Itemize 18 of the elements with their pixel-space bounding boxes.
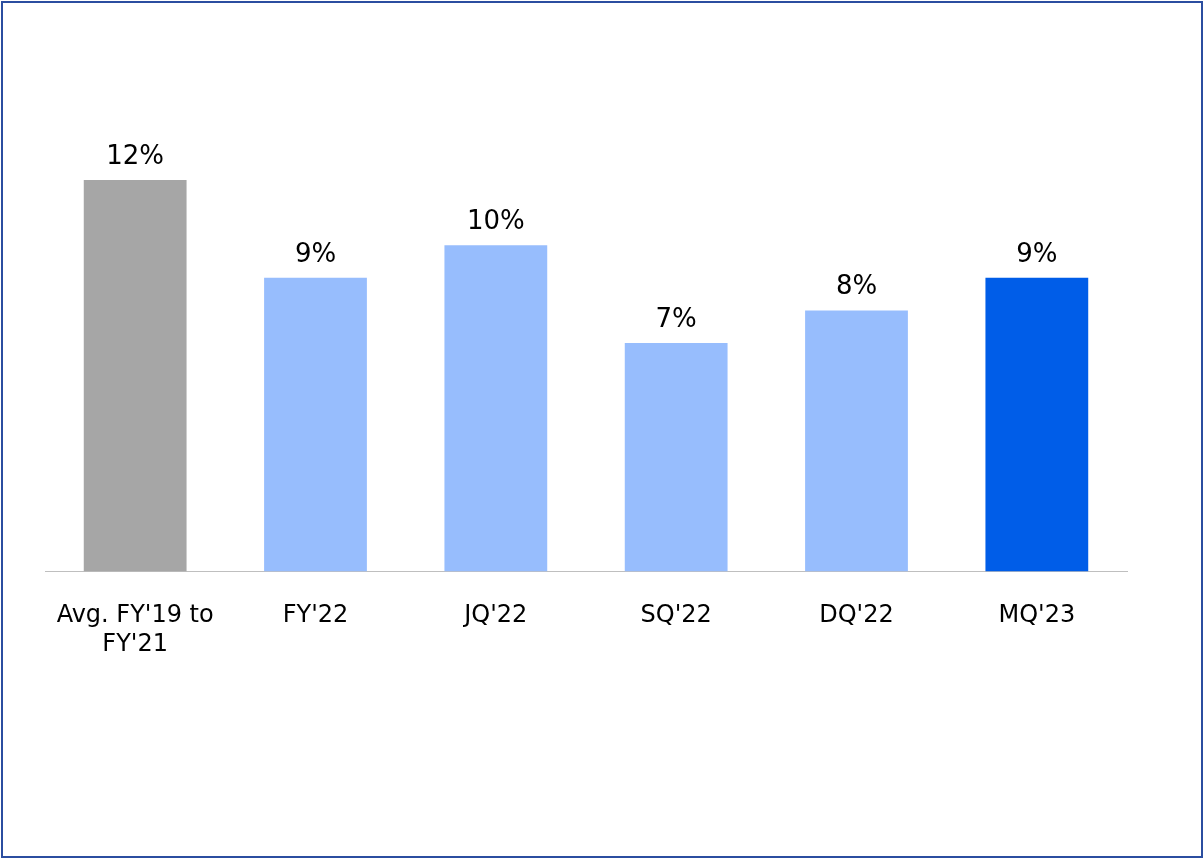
data-label: 9% (1016, 237, 1058, 268)
data-label: 8% (835, 270, 878, 301)
x-tick-label: FY'22 (282, 600, 349, 629)
data-label: 12% (106, 139, 165, 170)
data-label: 10% (466, 204, 525, 235)
bar (444, 245, 548, 572)
x-tick-label: DQ'22 (819, 600, 894, 629)
x-tick-label: JQ'22 (462, 600, 528, 629)
bar (624, 343, 728, 572)
bar (805, 310, 908, 572)
bar (264, 277, 367, 572)
x-tick-label: Avg. FY'19 to FY'21 (56, 600, 214, 657)
bar (985, 277, 1089, 572)
x-tick-label: SQ'22 (640, 600, 712, 629)
data-label: 9% (294, 237, 337, 268)
x-tick-label: MQ'23 (998, 600, 1076, 629)
data-label: 7% (655, 302, 697, 333)
bar (83, 180, 187, 572)
